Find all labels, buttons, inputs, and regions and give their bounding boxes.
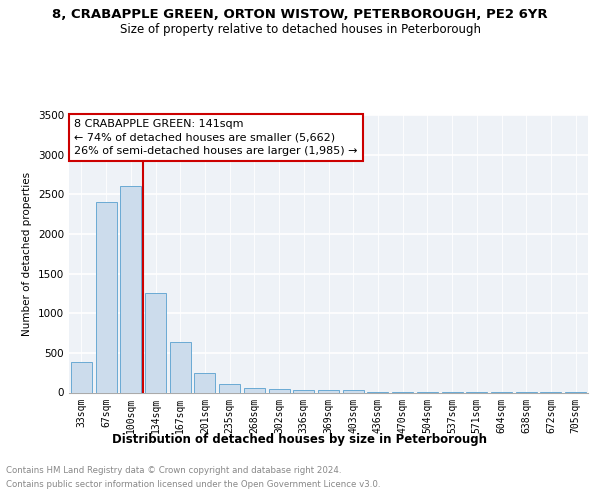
Text: Distribution of detached houses by size in Peterborough: Distribution of detached houses by size … xyxy=(113,432,487,446)
Text: Contains public sector information licensed under the Open Government Licence v3: Contains public sector information licen… xyxy=(6,480,380,489)
Text: 8 CRABAPPLE GREEN: 141sqm
← 74% of detached houses are smaller (5,662)
26% of se: 8 CRABAPPLE GREEN: 141sqm ← 74% of detac… xyxy=(74,119,358,156)
Bar xyxy=(318,390,339,392)
Bar xyxy=(120,186,141,392)
Bar xyxy=(95,202,116,392)
Bar xyxy=(170,342,191,392)
Bar xyxy=(293,390,314,392)
Bar xyxy=(71,362,92,392)
Text: Contains HM Land Registry data © Crown copyright and database right 2024.: Contains HM Land Registry data © Crown c… xyxy=(6,466,341,475)
Bar xyxy=(194,372,215,392)
Bar xyxy=(269,388,290,392)
Bar xyxy=(219,384,240,392)
Bar xyxy=(145,294,166,392)
Text: 8, CRABAPPLE GREEN, ORTON WISTOW, PETERBOROUGH, PE2 6YR: 8, CRABAPPLE GREEN, ORTON WISTOW, PETERB… xyxy=(52,8,548,20)
Text: Size of property relative to detached houses in Peterborough: Size of property relative to detached ho… xyxy=(119,22,481,36)
Bar xyxy=(343,390,364,392)
Bar xyxy=(244,388,265,392)
Y-axis label: Number of detached properties: Number of detached properties xyxy=(22,172,32,336)
